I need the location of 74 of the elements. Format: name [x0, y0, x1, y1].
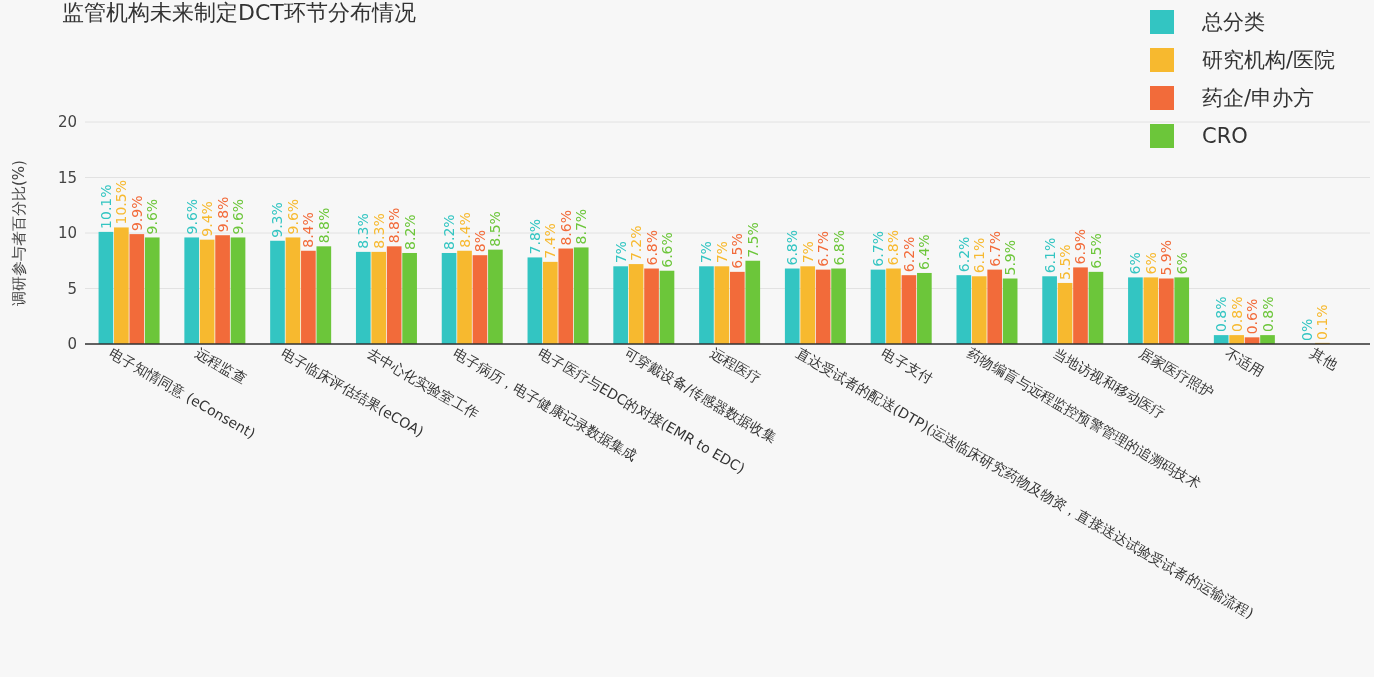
data-label: 6.9% [1072, 228, 1089, 265]
data-label: 10.1% [97, 184, 114, 229]
data-label: 7% [698, 241, 715, 264]
data-label: 6.6% [658, 232, 675, 268]
x-tick-label: 电子支付 [878, 345, 936, 387]
data-label: 6.1% [971, 237, 988, 274]
data-label: 6.7% [870, 231, 887, 267]
data-label: 0.6% [1244, 298, 1261, 335]
data-label: 8.7% [573, 208, 590, 245]
data-label: 8.4% [456, 212, 473, 248]
data-label: 6.4% [916, 234, 933, 270]
data-label: 6.8% [643, 229, 660, 266]
data-label: 6.8% [830, 229, 847, 266]
legend-label: 药企/申办方 [1202, 86, 1315, 110]
data-label: 9.6% [284, 198, 301, 235]
data-label: 0.1% [1314, 304, 1331, 340]
data-label: 5.9% [1002, 239, 1019, 276]
data-label: 8.3% [355, 213, 372, 249]
data-label: 8.2% [441, 214, 458, 250]
y-tick-label: 20 [57, 113, 77, 132]
legend-label: 总分类 [1201, 10, 1265, 34]
data-label: 6.7% [986, 231, 1003, 267]
data-label: 7% [612, 241, 629, 264]
data-label: 10.5% [113, 179, 130, 225]
data-label: 0.8% [1213, 296, 1230, 333]
data-label: 6% [1127, 252, 1144, 275]
data-label: 8.3% [370, 213, 387, 249]
data-label: 8.8% [386, 207, 403, 244]
data-label: 9.3% [269, 202, 286, 238]
data-label: 7% [799, 241, 816, 264]
data-label: 0% [1298, 318, 1315, 341]
data-label: 8.4% [300, 212, 317, 248]
data-label: 8.8% [315, 207, 332, 244]
data-label: 0.8% [1228, 296, 1245, 333]
data-label: 5.5% [1057, 244, 1074, 280]
legend-label: 研究机构/医院 [1202, 48, 1336, 72]
x-tick-label: 远程监查 [192, 345, 250, 387]
data-label: 9.6% [230, 198, 247, 235]
data-label: 6.8% [885, 229, 902, 266]
data-label: 7.2% [628, 225, 645, 262]
data-label: 9.6% [183, 198, 200, 235]
y-tick-label: 0 [67, 335, 77, 354]
data-label: 9.8% [214, 196, 231, 233]
data-label: 6% [1173, 252, 1190, 275]
data-label: 8.5% [487, 211, 504, 247]
data-label: 8.2% [401, 214, 418, 250]
chart-title: 监管机构未来制定DCT环节分布情况 [62, 0, 416, 25]
data-label: 6.7% [815, 231, 832, 267]
data-label: 6.2% [900, 236, 917, 273]
data-label: 6.1% [1041, 237, 1058, 274]
y-tick-label: 5 [67, 279, 77, 298]
data-label: 9.4% [199, 201, 216, 237]
data-label: 0.8% [1259, 296, 1276, 333]
x-tick-label: 远程医疗 [707, 345, 764, 387]
y-tick-label: 10 [57, 224, 77, 243]
data-label: 6.5% [729, 233, 746, 269]
data-label: 8.6% [557, 209, 574, 246]
data-label: 7.8% [526, 218, 543, 255]
data-label: 8% [471, 229, 488, 253]
y-axis-title: 调研参与者百分比(%) [10, 160, 28, 306]
x-tick-label: 不适用 [1222, 345, 1267, 380]
x-tick-label: 其他 [1307, 345, 1341, 373]
data-label: 7% [713, 241, 730, 264]
data-label: 7.5% [744, 222, 761, 258]
data-label: 7.4% [542, 223, 559, 259]
data-label: 6.5% [1087, 233, 1104, 269]
legend-label: CRO [1202, 124, 1248, 148]
data-label: 9.6% [144, 198, 161, 235]
data-label: 6% [1142, 252, 1159, 275]
data-label: 9.9% [128, 195, 145, 232]
data-label: 6.2% [955, 236, 972, 273]
data-label: 5.9% [1158, 239, 1175, 276]
y-tick-label: 15 [57, 168, 77, 187]
data-label: 6.8% [784, 229, 801, 266]
